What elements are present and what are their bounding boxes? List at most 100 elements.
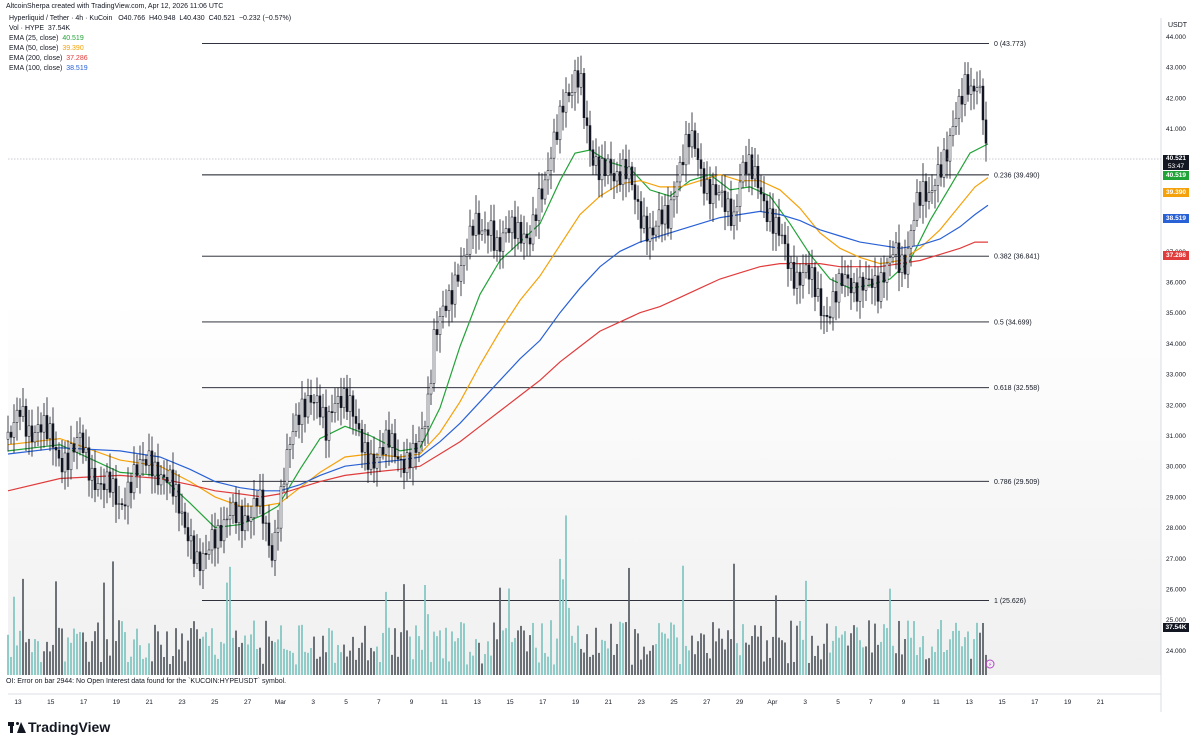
volume-bar [547, 656, 549, 675]
brand-name: TradingView [28, 719, 111, 735]
volume-bar [223, 643, 225, 675]
symbol-line[interactable]: Hyperliquid / Tether · 4h · KuCoin O40.7… [9, 15, 292, 22]
candle-down [924, 181, 928, 202]
currency-label[interactable]: USDT [1168, 22, 1188, 29]
candle-down [177, 484, 181, 514]
candle-down [756, 165, 760, 188]
time-tick-label: 13 [474, 699, 482, 706]
volume-bar [358, 647, 360, 675]
candle-down [381, 447, 385, 455]
candle-up [282, 483, 286, 487]
lightning-icon[interactable] [985, 659, 995, 669]
candle-up [453, 274, 457, 305]
candle-up [207, 549, 211, 555]
time-tick-label: 7 [869, 699, 873, 706]
candle-up [180, 511, 184, 514]
volume-bar [406, 630, 408, 675]
volume-bar [31, 652, 33, 675]
price-tick-label: 34.000 [1166, 341, 1186, 348]
candle-down [819, 288, 823, 316]
volume-bar [97, 622, 99, 675]
candle-down [165, 477, 169, 483]
candle-up [885, 262, 889, 283]
indicator-legend-ema50[interactable]: EMA (50, close) 39.390 [9, 45, 84, 52]
volume-bar [394, 628, 396, 675]
candle-up [96, 483, 100, 491]
volume-bar [58, 627, 60, 675]
candle-down [702, 168, 706, 194]
candle-up [468, 225, 472, 255]
candle-down [219, 525, 223, 542]
candle-up [804, 264, 808, 274]
candle-up [900, 254, 904, 273]
volume-bar [748, 644, 750, 675]
candle-down [861, 276, 865, 291]
volume-bar [118, 620, 120, 675]
candle-up [237, 506, 241, 524]
time-tick-label: 9 [902, 699, 906, 706]
volume-bar [235, 630, 237, 675]
volume-bar [721, 638, 723, 675]
candle-down [693, 130, 697, 149]
time-tick-label: 17 [539, 699, 547, 706]
candle-down [444, 305, 448, 311]
volume-bar [496, 639, 498, 675]
candle-down [765, 200, 769, 223]
candle-down [24, 406, 28, 437]
fib-level-label: 0.382 (36.841) [994, 254, 1040, 261]
volume-bar [910, 637, 912, 675]
candle-down [54, 447, 58, 451]
candle-up [717, 192, 721, 196]
candle-up [501, 232, 505, 252]
volume-bar [364, 625, 366, 675]
candle-down [744, 161, 748, 175]
volume-bar [412, 659, 414, 675]
volume-bar [607, 648, 609, 675]
volume-bar [13, 596, 15, 675]
candle-up [75, 437, 79, 453]
volume-bar [538, 662, 540, 675]
volume-bar [415, 625, 417, 675]
volume-bar [487, 641, 489, 675]
volume-bar [88, 661, 90, 675]
volume-bar [850, 633, 852, 675]
price-tick-label: 28.000 [1166, 525, 1186, 532]
volume-bar [514, 637, 516, 675]
volume-bar [838, 637, 840, 675]
volume-bar [769, 657, 771, 675]
fib-level-label: 0 (43.773) [994, 41, 1026, 48]
time-tick-label: 11 [441, 699, 448, 706]
candle-up [363, 442, 367, 453]
volume-bar [904, 639, 906, 675]
candle-down [66, 452, 70, 471]
volume-bar [559, 558, 561, 675]
volume-bar [886, 628, 888, 675]
volume-bar [508, 588, 510, 675]
volume-bar [319, 656, 321, 675]
volume-bar [448, 661, 450, 675]
candle-up [957, 95, 961, 119]
volume-bar [79, 631, 81, 675]
symbol-name[interactable]: Hyperliquid / Tether · 4h · KuCoin [9, 15, 113, 22]
indicator-legend-ema100[interactable]: EMA (100, close) 38.519 [9, 65, 88, 72]
volume-bar [385, 591, 387, 675]
indicator-legend-ema25[interactable]: EMA (25, close) 40.519 [9, 35, 84, 42]
volume-bar [640, 659, 642, 675]
volume-bar [61, 628, 63, 675]
volume-bar [493, 622, 495, 675]
tradingview-logo[interactable]: TradingView [8, 719, 110, 735]
candle-down [855, 282, 859, 302]
ohlc-open: 40.766 [123, 15, 146, 22]
volume-bar [544, 652, 546, 675]
candle-down [303, 398, 307, 418]
volume-bar [925, 659, 927, 675]
volume-bar [382, 632, 384, 675]
candle-up [441, 305, 445, 317]
volume-legend[interactable]: Vol · HYPE 37.54K [9, 25, 71, 32]
candle-down [450, 290, 454, 305]
volume-bar [568, 607, 570, 675]
volume-bar [202, 636, 204, 675]
volume-bar [172, 656, 174, 675]
indicator-legend-ema200[interactable]: EMA (200, close) 37.286 [9, 55, 88, 62]
